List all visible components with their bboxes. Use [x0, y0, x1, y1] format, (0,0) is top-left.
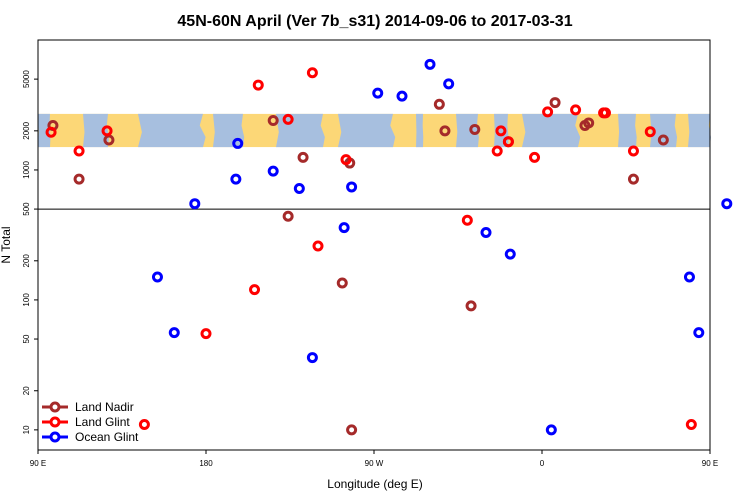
point-land-glint [495, 125, 507, 137]
legend-label-ocean-glint: Ocean Glint [75, 430, 139, 444]
y-tick-label: 100 [22, 293, 31, 307]
y-tick-label: 10 [22, 425, 31, 434]
point-land-glint [491, 145, 503, 157]
map-band-ocean [416, 113, 424, 148]
point-land-glint [529, 151, 541, 163]
point-land-nadir [73, 173, 85, 185]
y-axis: 10 20 50 100 200 500 1000 2000 5000 [22, 70, 38, 434]
point-land-nadir [579, 119, 591, 131]
y-tick-label: 200 [22, 254, 31, 268]
point-land-nadir [627, 173, 639, 185]
point-ocean-glint [232, 137, 244, 149]
map-band-ocean [213, 113, 245, 148]
point-land-nadir [346, 424, 358, 436]
point-ocean-glint [693, 327, 705, 339]
point-land-glint [252, 79, 264, 91]
point-ocean-glint [545, 424, 557, 436]
x-tick-label: 180 [199, 459, 213, 468]
y-tick-label: 2000 [22, 121, 31, 139]
point-ocean-glint [293, 182, 305, 194]
x-tick-label: 0 [540, 459, 545, 468]
point-land-nadir [657, 134, 669, 146]
y-tick-label: 50 [22, 334, 31, 343]
point-land-nadir [439, 125, 451, 137]
map-band-ocean [522, 113, 581, 148]
y-axis-label: N Total [0, 226, 13, 263]
point-land-glint [282, 113, 294, 125]
point-land-glint [340, 154, 352, 166]
x-axis-label: Longitude (deg E) [327, 477, 422, 491]
point-land-glint [101, 125, 113, 137]
point-land-glint [685, 418, 697, 430]
point-ocean-glint [151, 271, 163, 283]
point-land-nadir [336, 277, 348, 289]
point-land-glint [542, 106, 554, 118]
x-axis: 90 E 180 90 W 0 90 E [30, 450, 718, 468]
chart-title: 45N-60N April (Ver 7b_s31) 2014-09-06 to… [177, 13, 572, 30]
x-tick-label: 90 W [365, 459, 384, 468]
legend-label-land-nadir: Land Nadir [75, 400, 134, 414]
point-ocean-glint [189, 198, 201, 210]
point-land-glint [502, 136, 514, 148]
point-land-glint [306, 67, 318, 79]
map-band-ocean [83, 113, 109, 148]
point-ocean-glint [504, 248, 516, 260]
point-land-glint [644, 126, 656, 138]
data-points [45, 58, 733, 436]
point-land-glint [599, 107, 611, 119]
plot-frame [37, 39, 711, 451]
x-tick-label: 90 E [702, 459, 718, 468]
point-ocean-glint [338, 222, 350, 234]
point-land-nadir [469, 123, 481, 135]
point-ocean-glint [230, 173, 242, 185]
world-map-band [38, 113, 711, 148]
point-ocean-glint [168, 327, 180, 339]
point-ocean-glint [443, 78, 455, 90]
legend-marker-land-glint [49, 416, 61, 428]
point-land-glint [45, 126, 57, 138]
point-ocean-glint [480, 227, 492, 239]
map-band-ocean [456, 113, 479, 148]
legend-marker-ocean-glint [49, 431, 61, 443]
y-tick-label: 1000 [22, 161, 31, 179]
point-land-glint [461, 214, 473, 226]
map-band-ocean [688, 113, 711, 148]
point-ocean-glint [306, 352, 318, 364]
map-band-ocean [618, 113, 637, 148]
point-land-glint [570, 104, 582, 116]
point-ocean-glint [396, 90, 408, 102]
map-band-ocean [138, 113, 206, 148]
point-land-glint [200, 328, 212, 340]
map-band-ocean [650, 113, 678, 148]
point-land-nadir [465, 300, 477, 312]
point-land-glint [627, 145, 639, 157]
y-tick-label: 20 [22, 386, 31, 395]
map-band-ocean [338, 113, 396, 148]
point-land-glint [73, 145, 85, 157]
x-tick-label: 90 E [30, 459, 46, 468]
map-band-ocean [38, 113, 51, 148]
point-ocean-glint [683, 271, 695, 283]
point-ocean-glint [267, 165, 279, 177]
point-ocean-glint [424, 58, 436, 70]
point-land-nadir [433, 98, 445, 110]
legend-label-land-glint: Land Glint [75, 415, 130, 429]
point-land-nadir [549, 97, 561, 109]
point-ocean-glint [346, 181, 358, 193]
point-ocean-glint [721, 198, 733, 210]
point-land-glint [249, 284, 261, 296]
point-land-nadir [297, 151, 309, 163]
point-land-nadir [267, 115, 279, 127]
point-ocean-glint [372, 87, 384, 99]
point-land-glint [312, 240, 324, 252]
point-land-nadir [282, 210, 294, 222]
y-tick-label: 500 [22, 202, 31, 216]
y-tick-label: 5000 [22, 70, 31, 88]
point-land-glint [138, 418, 150, 430]
legend-marker-land-nadir [49, 401, 61, 413]
